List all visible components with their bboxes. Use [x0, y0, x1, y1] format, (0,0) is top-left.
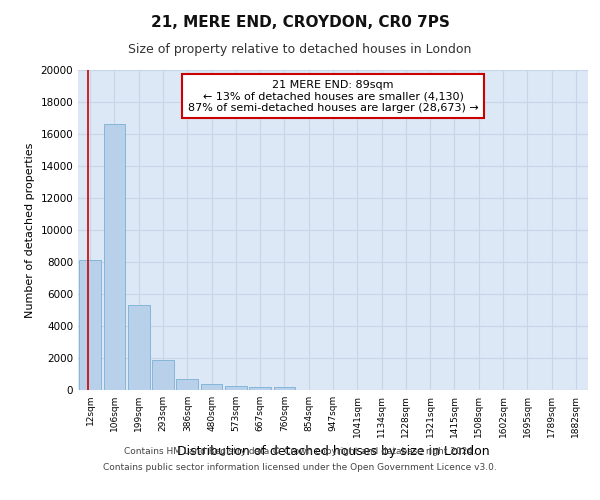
- Bar: [274, 388, 295, 390]
- Text: Size of property relative to detached houses in London: Size of property relative to detached ho…: [128, 42, 472, 56]
- Bar: [249, 387, 271, 390]
- Text: Contains HM Land Registry data © Crown copyright and database right 2024.: Contains HM Land Registry data © Crown c…: [124, 448, 476, 456]
- Bar: [176, 379, 198, 390]
- Bar: [225, 386, 247, 390]
- Text: Contains public sector information licensed under the Open Government Licence v3: Contains public sector information licen…: [103, 462, 497, 471]
- Bar: [200, 384, 223, 390]
- X-axis label: Distribution of detached houses by size in London: Distribution of detached houses by size …: [176, 446, 490, 458]
- Bar: [104, 124, 125, 390]
- Text: 21, MERE END, CROYDON, CR0 7PS: 21, MERE END, CROYDON, CR0 7PS: [151, 15, 449, 30]
- Text: 21 MERE END: 89sqm
← 13% of detached houses are smaller (4,130)
87% of semi-deta: 21 MERE END: 89sqm ← 13% of detached hou…: [188, 80, 478, 113]
- Bar: [79, 260, 101, 390]
- Bar: [128, 305, 149, 390]
- Bar: [152, 360, 174, 390]
- Y-axis label: Number of detached properties: Number of detached properties: [25, 142, 35, 318]
